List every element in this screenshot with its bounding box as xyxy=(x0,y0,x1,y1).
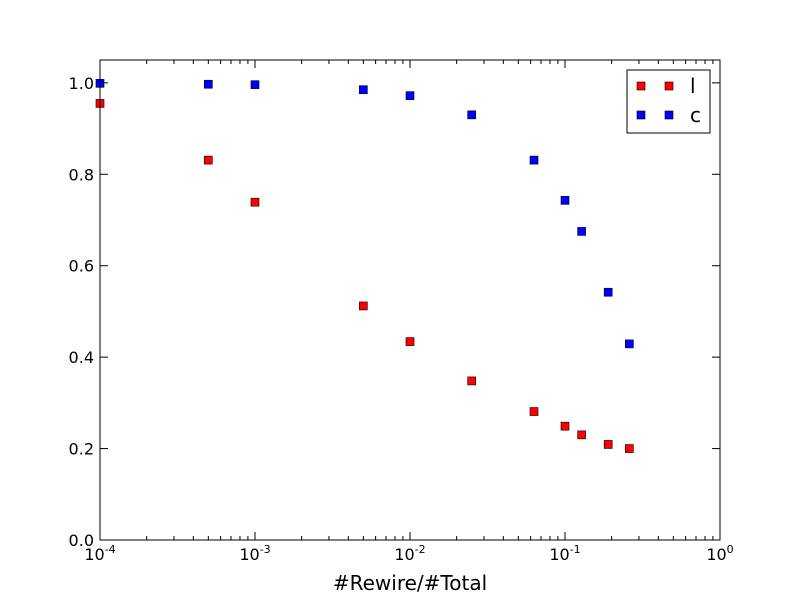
x-tick-label: 100 xyxy=(706,543,733,564)
legend-box xyxy=(626,69,711,134)
data-point-c xyxy=(405,91,415,100)
data-point-c xyxy=(359,85,368,95)
tick-labels: 10-4 10-3 10-2 10-1 100 0.0 0.2 0.4 0.6 0.8 1.0 xyxy=(69,74,734,564)
data-point-l xyxy=(529,407,539,416)
legend-marker-c xyxy=(664,110,674,120)
legend-marker-c xyxy=(636,110,646,120)
legend-marker-l xyxy=(664,81,674,91)
data-point-l xyxy=(577,430,586,440)
y-tick-label: 0.4 xyxy=(69,348,94,367)
y-tick-label: 0.2 xyxy=(69,440,94,459)
data-point-c xyxy=(250,80,260,89)
x-axis-label: #Rewire/#Total xyxy=(333,571,487,595)
plot-area-frame xyxy=(99,59,721,541)
legend-marker-l xyxy=(636,81,646,91)
data-markers xyxy=(95,79,634,453)
data-point-l xyxy=(560,421,570,431)
legend: lc xyxy=(626,69,711,134)
y-tick-label: 1.0 xyxy=(69,74,94,93)
data-point-l xyxy=(467,376,476,386)
data-point-c xyxy=(467,110,476,120)
data-point-l xyxy=(603,440,613,449)
data-point-l xyxy=(405,337,415,346)
x-tick-label: 10-1 xyxy=(549,543,580,564)
data-point-l xyxy=(625,444,634,453)
x-tick-label: 10-4 xyxy=(84,543,115,564)
y-tick-label: 0.0 xyxy=(69,531,94,550)
x-tick-label: 10-3 xyxy=(239,543,270,564)
data-point-c xyxy=(529,155,539,165)
data-point-c xyxy=(577,227,586,236)
data-point-c xyxy=(603,287,613,297)
legend-label-l: l xyxy=(690,74,696,98)
data-point-c xyxy=(625,339,634,349)
y-tick-label: 0.6 xyxy=(69,257,94,276)
data-point-l xyxy=(359,301,368,311)
y-tick-label: 0.8 xyxy=(69,165,94,184)
data-point-c xyxy=(204,79,213,89)
legend-label-c: c xyxy=(690,103,701,127)
minor-ticks xyxy=(146,60,714,540)
data-point-l xyxy=(250,197,260,207)
data-point-l xyxy=(204,155,213,165)
x-tick-label: 10-2 xyxy=(394,543,425,564)
data-point-c xyxy=(560,196,570,205)
